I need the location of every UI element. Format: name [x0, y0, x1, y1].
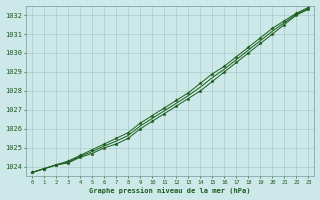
X-axis label: Graphe pression niveau de la mer (hPa): Graphe pression niveau de la mer (hPa) — [90, 188, 251, 194]
